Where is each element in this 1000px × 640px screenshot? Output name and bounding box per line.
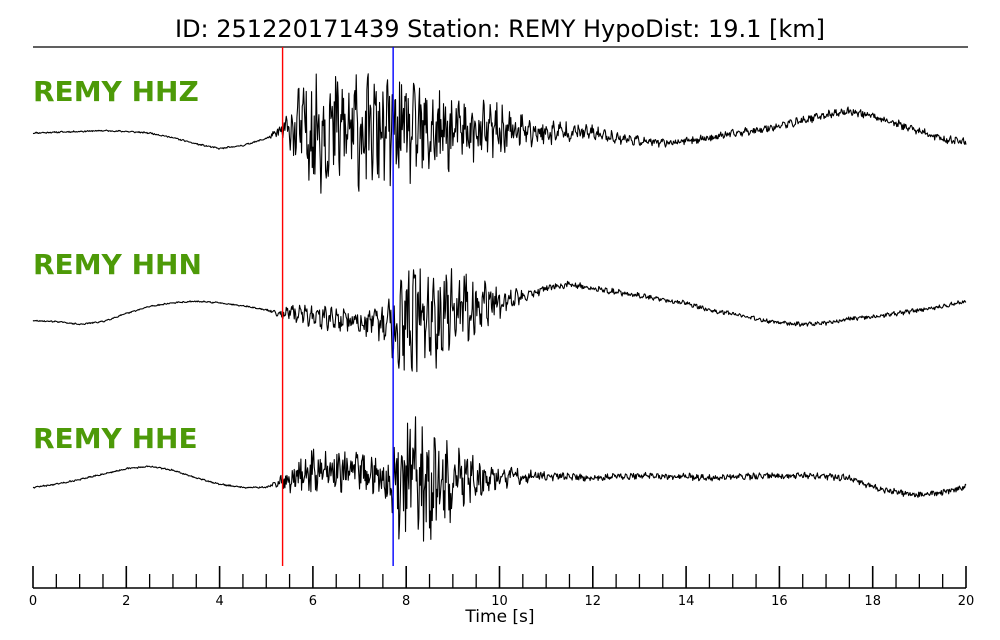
x-tick-label: 16	[771, 594, 788, 609]
x-tick-label: 6	[309, 594, 317, 609]
trace-remy-hhe	[32, 416, 967, 542]
pick-group	[281, 47, 394, 566]
x-tick-label: 18	[864, 594, 881, 609]
channel-label-remy-hhz: REMY HHZ	[33, 75, 199, 108]
trace-remy-hhz	[32, 73, 967, 194]
x-tick-label: 20	[958, 594, 975, 609]
x-tick-label: 10	[491, 594, 508, 609]
x-tick-label: 8	[402, 594, 410, 609]
x-tick-label: 2	[122, 594, 130, 609]
time-axis: 0 2 4 6 8 10 12 14 16 18 20	[29, 566, 974, 609]
trace-remy-hhn	[32, 268, 967, 373]
channel-label-remy-hhe: REMY HHE	[33, 422, 198, 455]
figure-title: ID: 251220171439 Station: REMY HypoDist:…	[175, 15, 825, 43]
x-tick-label: 4	[215, 594, 223, 609]
x-axis-label: Time [s]	[464, 607, 534, 627]
x-tick-label: 12	[585, 594, 602, 609]
channel-label-remy-hhn: REMY HHN	[33, 248, 202, 281]
trace-group	[32, 73, 967, 542]
channel-label-group: REMY HHZ REMY HHN REMY HHE	[33, 75, 202, 455]
x-tick-label: 14	[678, 594, 695, 609]
x-tick-label: 0	[29, 594, 37, 609]
